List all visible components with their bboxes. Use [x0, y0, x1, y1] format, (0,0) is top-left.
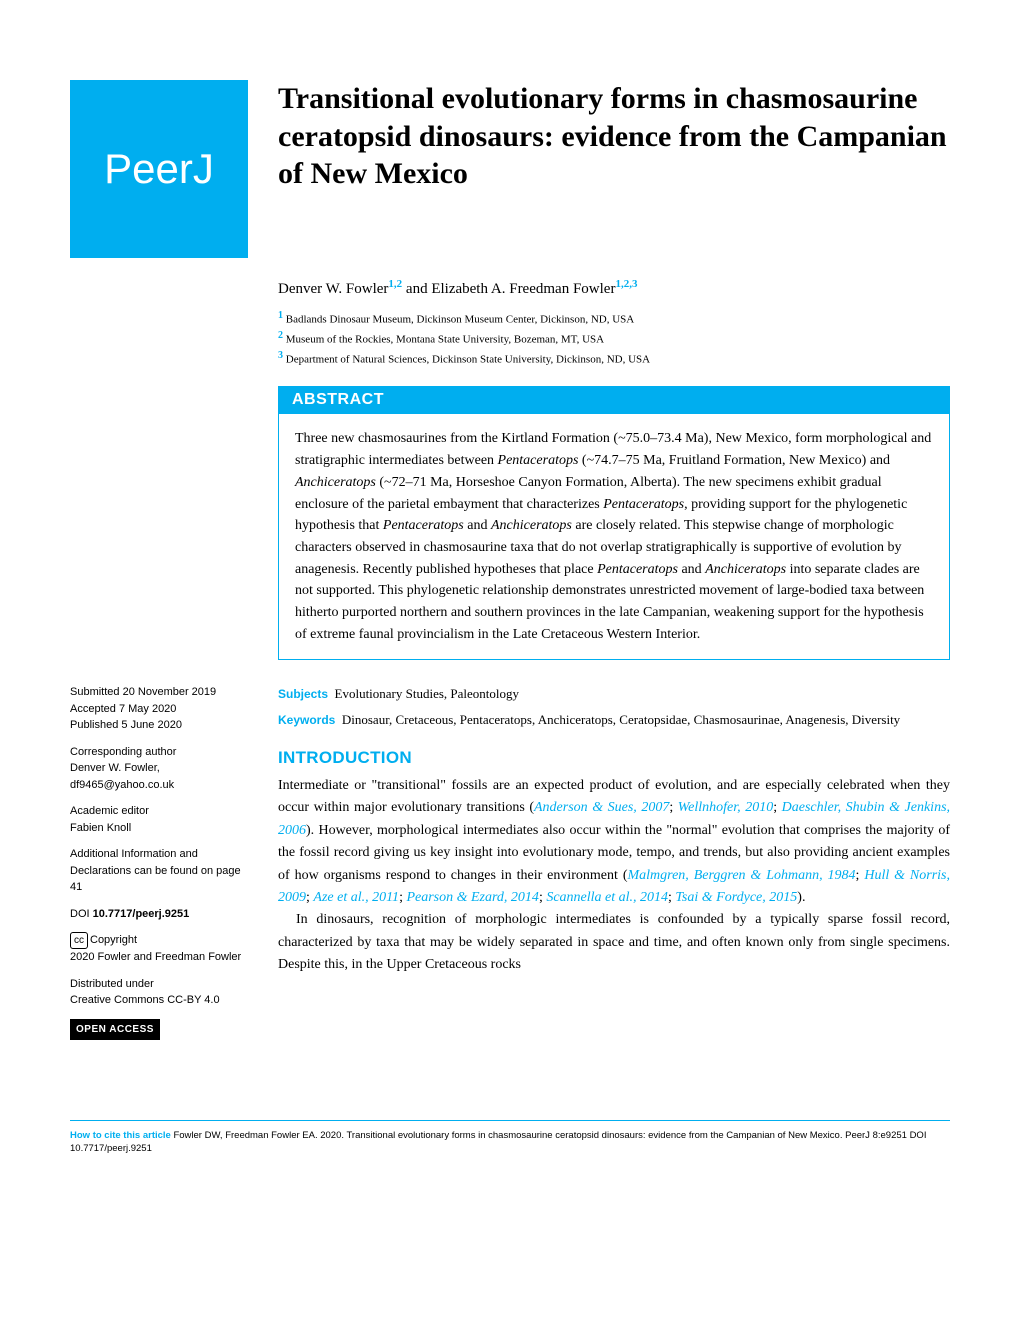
distributed-label: Distributed under: [70, 978, 154, 990]
main-content: Subjects Evolutionary Studies, Paleontol…: [278, 684, 950, 1050]
license[interactable]: Creative Commons CC-BY 4.0: [70, 994, 220, 1006]
author-sup: 1,2,3: [615, 278, 637, 290]
logo-text: PeerJ: [104, 145, 214, 193]
article-title: Transitional evolutionary forms in chasm…: [278, 80, 950, 193]
affiliation: Museum of the Rockies, Montana State Uni…: [286, 334, 604, 346]
cite-label: How to cite this article: [70, 1130, 171, 1141]
editor-label: Academic editor: [70, 805, 149, 817]
taxon-name: Pentaceratops: [383, 518, 464, 533]
header-row: PeerJ Transitional evolutionary forms in…: [70, 80, 950, 258]
aff-num: 2: [278, 330, 283, 341]
two-column-layout: Submitted 20 November 2019 Accepted 7 Ma…: [70, 684, 950, 1050]
published-date: 5 June 2020: [121, 719, 182, 731]
affiliation: Department of Natural Sciences, Dickinso…: [286, 354, 650, 366]
citation-footer: How to cite this article Fowler DW, Free…: [70, 1120, 950, 1156]
keywords-value: Dinosaur, Cretaceous, Pentaceratops, Anc…: [342, 712, 900, 727]
published-label: Published: [70, 719, 118, 731]
subjects-line: Subjects Evolutionary Studies, Paleontol…: [278, 684, 950, 704]
body-text: Intermediate or "transitional" fossils a…: [278, 775, 950, 977]
accepted-label: Accepted: [70, 703, 116, 715]
affiliations: 1 Badlands Dinosaur Museum, Dickinson Mu…: [278, 308, 950, 368]
aff-num: 1: [278, 310, 283, 321]
intro-text: ).: [797, 890, 805, 905]
citation-text: Fowler DW, Freedman Fowler EA. 2020. Tra…: [171, 1130, 845, 1141]
reference-link[interactable]: Tsai & Fordyce, 2015: [675, 890, 797, 905]
reference-link[interactable]: Pearson & Ezard, 2014: [406, 890, 538, 905]
accepted-date: 7 May 2020: [119, 703, 176, 715]
intro-paragraph-2: In dinosaurs, recognition of morphologic…: [278, 909, 950, 976]
doi-label: DOI: [70, 908, 90, 920]
abstract-text: (~74.7–75 Ma, Fruitland Formation, New M…: [578, 453, 890, 468]
intro-text: ;: [856, 868, 865, 883]
taxon-name: Pentaceratops: [597, 562, 678, 577]
intro-text: ;: [773, 800, 781, 815]
editor-name: Fabien Knoll: [70, 822, 131, 834]
corresponding-name: Denver W. Fowler,: [70, 762, 160, 774]
subjects-value: Evolutionary Studies, Paleontology: [335, 686, 520, 701]
keywords-label: Keywords: [278, 713, 335, 727]
abstract-text: and: [464, 518, 491, 533]
taxon-name: Anchiceratops: [295, 475, 376, 490]
reference-link[interactable]: Wellnhofer, 2010: [678, 800, 773, 815]
reference-link[interactable]: Scannella et al., 2014: [546, 890, 668, 905]
taxon-name: Pentaceratops: [603, 497, 684, 512]
submitted-label: Submitted: [70, 686, 120, 698]
author-name: Elizabeth A. Freedman Fowler: [431, 281, 615, 297]
author-sup: 1,2: [388, 278, 402, 290]
cc-icon: cc: [70, 932, 88, 949]
open-access-badge: OPEN ACCESS: [70, 1019, 160, 1040]
introduction-heading: INTRODUCTION: [278, 745, 950, 771]
doi-value[interactable]: 10.7717/peerj.9251: [93, 908, 190, 920]
corresponding-email: df9465@yahoo.co.uk: [70, 779, 174, 791]
author-name: Denver W. Fowler: [278, 281, 388, 297]
author-and: and: [406, 281, 431, 297]
copyright-label: Copyright: [90, 934, 137, 946]
citation-text: 8:e9251: [870, 1130, 910, 1141]
authors-line: Denver W. Fowler1,2 and Elizabeth A. Fre…: [278, 278, 950, 298]
abstract-heading: ABSTRACT: [278, 386, 950, 414]
journal-logo: PeerJ: [70, 80, 248, 258]
abstract-box: Three new chasmosaurines from the Kirtla…: [278, 414, 950, 660]
abstract-text: and: [678, 562, 705, 577]
additional-info: Additional Information and Declarations …: [70, 846, 248, 896]
reference-link[interactable]: Malmgren, Berggren & Lohmann, 1984: [627, 868, 855, 883]
reference-link[interactable]: Anderson & Sues, 2007: [534, 800, 669, 815]
taxon-name: Anchiceratops: [705, 562, 786, 577]
citation-journal: PeerJ: [845, 1130, 870, 1141]
intro-text: ;: [669, 800, 677, 815]
keywords-line: Keywords Dinosaur, Cretaceous, Pentacera…: [278, 710, 950, 730]
page: PeerJ Transitional evolutionary forms in…: [0, 0, 1020, 1195]
corresponding-label: Corresponding author: [70, 746, 176, 758]
affiliation: Badlands Dinosaur Museum, Dickinson Muse…: [286, 314, 634, 326]
reference-link[interactable]: Aze et al., 2011: [313, 890, 399, 905]
content-column: Denver W. Fowler1,2 and Elizabeth A. Fre…: [278, 278, 950, 660]
sidebar-metadata: Submitted 20 November 2019 Accepted 7 Ma…: [70, 684, 248, 1050]
taxon-name: Anchiceratops: [491, 518, 572, 533]
taxon-name: Pentaceratops: [498, 453, 579, 468]
submitted-date: 20 November 2019: [123, 686, 217, 698]
subjects-label: Subjects: [278, 687, 328, 701]
copyright-text: 2020 Fowler and Freedman Fowler: [70, 951, 241, 963]
aff-num: 3: [278, 350, 283, 361]
